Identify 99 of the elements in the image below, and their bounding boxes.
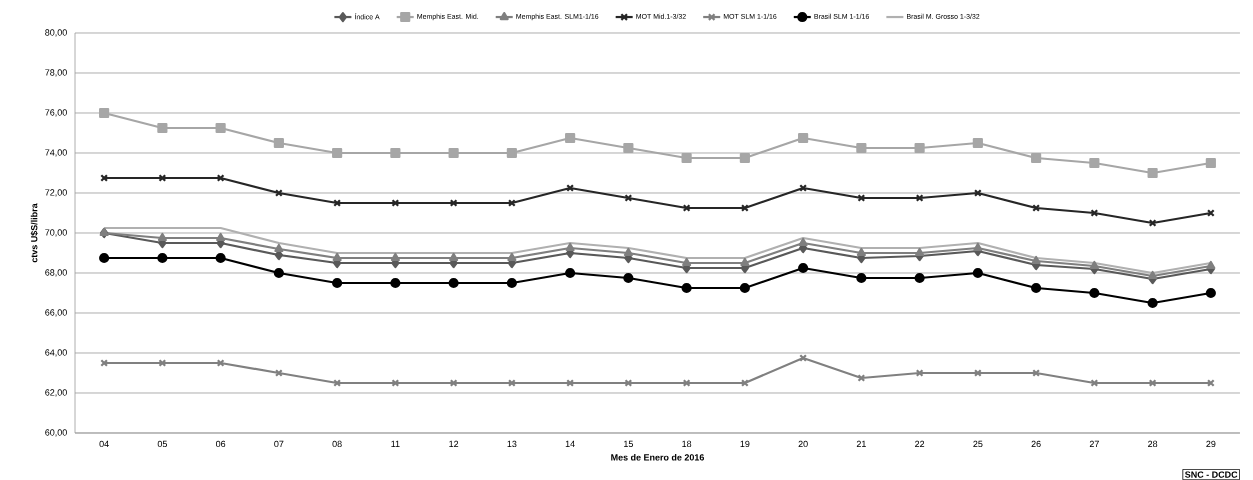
x-tick-label: 25 <box>973 440 983 448</box>
point <box>390 277 401 289</box>
point <box>157 252 168 264</box>
point <box>1147 297 1158 309</box>
y-tick-label: 68,00 <box>45 269 67 277</box>
point <box>739 152 750 164</box>
point <box>914 142 925 154</box>
x-tick-label: 19 <box>740 440 750 448</box>
point <box>506 147 517 159</box>
point <box>332 277 343 289</box>
x-tick-label: 18 <box>682 440 692 448</box>
y-tick-label: 76,00 <box>45 109 67 117</box>
point <box>798 237 808 247</box>
point <box>506 277 517 289</box>
point <box>332 147 343 159</box>
y-tick-label: 80,00 <box>45 29 67 37</box>
point <box>798 132 809 144</box>
x-tick-label: 15 <box>624 440 633 447</box>
point <box>914 272 925 284</box>
text: SNC - DCDC <box>1185 471 1238 478</box>
point <box>332 252 342 262</box>
point <box>682 204 691 212</box>
point <box>215 252 226 264</box>
point <box>973 242 983 252</box>
point <box>449 252 459 262</box>
x-tick-label: 08 <box>332 440 342 448</box>
x-tick-label: 29 <box>1206 440 1216 448</box>
y-tick-label: 78,00 <box>45 69 67 77</box>
y-tick-label: 70,00 <box>45 229 67 237</box>
x-tick-label: 13 <box>507 440 517 448</box>
y-tick-label: 66,00 <box>45 309 67 317</box>
x-tick-label: 22 <box>915 440 925 447</box>
x-tick-label: 28 <box>1148 440 1158 448</box>
point <box>681 282 692 294</box>
point <box>565 267 576 279</box>
x-tick-label: 11 <box>391 440 400 447</box>
x-tick-label: 27 <box>1089 440 1099 447</box>
x-tick-label: 07 <box>274 440 284 448</box>
y-tick-label: 72,00 <box>45 189 67 197</box>
point <box>273 137 284 149</box>
point <box>274 243 284 253</box>
y-tick-label: 74,00 <box>45 149 67 157</box>
point <box>1031 152 1042 164</box>
point <box>740 257 750 267</box>
x-tick-label: 06 <box>215 440 226 448</box>
point <box>273 267 284 279</box>
point <box>623 272 634 284</box>
point <box>1089 157 1100 169</box>
point <box>216 232 226 242</box>
point <box>856 272 867 284</box>
point <box>448 147 459 159</box>
point <box>1148 219 1157 227</box>
x-tick-label: 12 <box>449 440 459 447</box>
point <box>1148 379 1157 387</box>
point <box>972 267 983 279</box>
point <box>682 257 692 267</box>
point <box>972 137 983 149</box>
point <box>682 379 691 387</box>
x-tick-label: 05 <box>157 440 167 448</box>
y-axis-title: ctvs U$S/libra <box>30 203 38 263</box>
point <box>1206 260 1216 270</box>
point <box>739 282 750 294</box>
y-tick-label: 62,00 <box>45 389 67 397</box>
point <box>623 247 633 257</box>
x-tick-label: 20 <box>798 440 808 448</box>
point <box>1089 260 1099 270</box>
point <box>1031 282 1042 294</box>
point <box>448 277 459 289</box>
y-tick-label: 64,00 <box>45 349 67 357</box>
point <box>1031 255 1041 265</box>
point <box>856 247 866 257</box>
point <box>856 142 867 154</box>
point <box>99 107 110 119</box>
point <box>1205 157 1216 169</box>
x-tick-label: 14 <box>565 440 575 447</box>
point <box>915 194 924 202</box>
point <box>1089 287 1100 299</box>
point <box>915 369 924 377</box>
point <box>565 132 576 144</box>
x-axis-title: Mes de Enero de 2016 <box>611 453 704 461</box>
point <box>215 122 226 134</box>
point <box>915 247 925 257</box>
point <box>1147 167 1158 179</box>
point <box>390 147 401 159</box>
point <box>798 262 809 274</box>
point <box>565 242 575 252</box>
y-tick-label: 60,00 <box>45 429 67 437</box>
point <box>681 152 692 164</box>
point <box>157 232 167 242</box>
point <box>623 142 634 154</box>
point <box>390 252 400 262</box>
point <box>1205 287 1216 299</box>
point <box>99 252 110 264</box>
x-tick-label: 04 <box>99 440 109 448</box>
point <box>1148 270 1158 280</box>
point <box>157 122 168 134</box>
point <box>507 252 517 262</box>
x-tick-label: 21 <box>856 440 866 447</box>
x-tick-label: 26 <box>1031 440 1041 448</box>
